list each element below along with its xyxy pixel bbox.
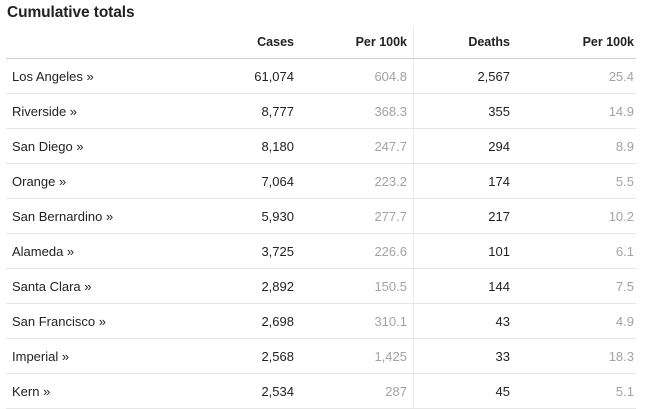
table-body: Los Angeles » 61,074 604.8 2,567 25.4 Riversi… [6,59,636,409]
cases-per-100k-cell: 310.1 [294,304,414,338]
deaths-cell: 174 [488,173,510,189]
deaths-per-100k-cell: 18.3 [608,348,634,364]
cases-per-100k-cell: 277.7 [294,199,414,233]
deaths-per-100k-cell: 25.4 [608,68,634,84]
header-cases: Cases [257,35,294,49]
table-row: San Francisco » 2,698 310.1 43 4.9 [6,304,636,339]
table-row: Riverside » 8,777 368.3 355 14.9 [6,94,636,129]
county-link[interactable]: San Diego » [12,138,84,154]
deaths-per-100k-cell: 7.5 [615,278,634,294]
cases-per-100k-cell: 223.2 [294,164,414,198]
header-cases-per-100k: Per 100k [294,26,414,58]
cases-cell: 2,568 [261,348,294,364]
cases-per-100k-cell: 604.8 [294,59,414,93]
table-row: Los Angeles » 61,074 604.8 2,567 25.4 [6,59,636,94]
table-row: Kern » 2,534 287 45 5.1 [6,374,636,409]
deaths-cell: 2,567 [477,68,510,84]
table-header-row: Cases Per 100k Deaths Per 100k [6,26,636,59]
table-row: San Diego » 8,180 247.7 294 8.9 [6,129,636,164]
deaths-per-100k-cell: 14.9 [608,103,634,119]
county-link[interactable]: Orange » [12,173,67,189]
county-link[interactable]: Kern » [12,383,51,399]
deaths-cell: 43 [495,313,510,329]
cases-cell: 3,725 [261,243,294,259]
deaths-cell: 45 [495,383,510,399]
county-link[interactable]: San Bernardino » [12,208,114,224]
county-link[interactable]: Los Angeles » [12,68,94,84]
county-link[interactable]: Imperial » [12,348,70,364]
cases-per-100k-cell: 1,425 [294,339,414,373]
county-link[interactable]: Riverside » [12,103,78,119]
cases-cell: 61,074 [254,68,294,84]
county-link[interactable]: Alameda » [12,243,75,259]
deaths-cell: 33 [495,348,510,364]
deaths-per-100k-cell: 8.9 [615,138,634,154]
table-row: Imperial » 2,568 1,425 33 18.3 [6,339,636,374]
table-row: Orange » 7,064 223.2 174 5.5 [6,164,636,199]
deaths-per-100k-cell: 10.2 [608,208,634,224]
cases-cell: 8,777 [261,103,294,119]
deaths-per-100k-cell: 5.1 [615,383,634,399]
cases-per-100k-cell: 226.6 [294,234,414,268]
cases-per-100k-cell: 150.5 [294,269,414,303]
deaths-per-100k-cell: 6.1 [615,243,634,259]
deaths-cell: 101 [488,243,510,259]
table-title: Cumulative totals [7,4,135,21]
county-link[interactable]: Santa Clara » [12,278,92,294]
cases-cell: 8,180 [261,138,294,154]
header-deaths: Deaths [468,35,510,49]
header-deaths-per-100k: Per 100k [582,35,634,49]
deaths-per-100k-cell: 5.5 [615,173,634,189]
deaths-cell: 217 [488,208,510,224]
table-row: Alameda » 3,725 226.6 101 6.1 [6,234,636,269]
deaths-per-100k-cell: 4.9 [615,313,634,329]
cases-cell: 2,892 [261,278,294,294]
table-row: Santa Clara » 2,892 150.5 144 7.5 [6,269,636,304]
county-link[interactable]: San Francisco » [12,313,106,329]
deaths-cell: 355 [488,103,510,119]
cases-cell: 2,698 [261,313,294,329]
deaths-cell: 144 [488,278,510,294]
cases-per-100k-cell: 368.3 [294,94,414,128]
table-row: San Bernardino » 5,930 277.7 217 10.2 [6,199,636,234]
cases-per-100k-cell: 247.7 [294,129,414,163]
cases-per-100k-cell: 287 [294,374,414,408]
cases-cell: 5,930 [261,208,294,224]
deaths-cell: 294 [488,138,510,154]
cases-cell: 7,064 [261,173,294,189]
cumulative-totals-table: Cases Per 100k Deaths Per 100k Los Angel… [6,26,636,409]
cases-cell: 2,534 [261,383,294,399]
